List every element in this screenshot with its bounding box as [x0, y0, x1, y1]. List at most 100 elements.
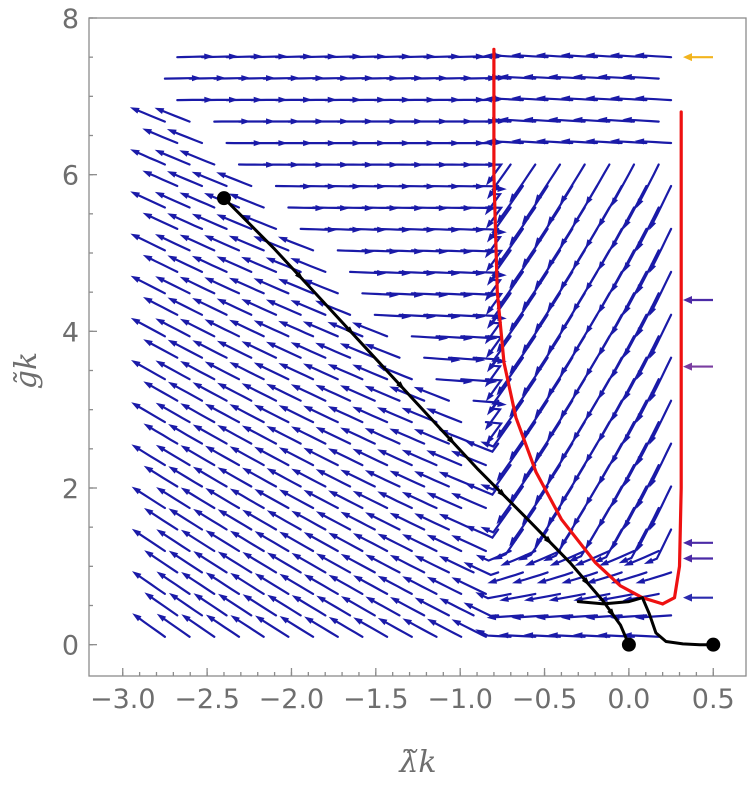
stream-line — [208, 278, 241, 295]
stream-arrowhead — [254, 446, 264, 454]
stream-arrowhead — [413, 429, 424, 436]
stream-line — [184, 447, 216, 467]
stream-arrowhead — [500, 559, 511, 566]
stream-line — [623, 528, 648, 563]
stream-arrowhead — [279, 573, 289, 582]
stream-arrowhead — [131, 360, 141, 368]
stream-line — [638, 249, 660, 290]
stream-arrowhead — [180, 403, 190, 411]
stream-arrowhead — [413, 386, 424, 394]
stream-line — [578, 549, 611, 565]
stream-line — [172, 552, 204, 574]
stream-arrowhead — [585, 453, 593, 464]
stream-line — [650, 227, 673, 269]
stream-arrowhead — [168, 424, 178, 432]
stream-line — [344, 555, 376, 574]
stream-line — [233, 405, 265, 424]
stream-line — [498, 184, 524, 220]
stream-arrowhead — [623, 348, 631, 358]
stream-line — [612, 292, 636, 332]
stream-line — [160, 531, 191, 553]
stream-arrowhead — [353, 617, 363, 625]
stream-line — [282, 237, 315, 252]
x-tick-label: −3.0 — [90, 684, 156, 715]
stream-arrowhead — [534, 280, 543, 290]
stream-line — [381, 408, 413, 424]
stream-line — [498, 227, 524, 263]
stream-line — [511, 163, 537, 199]
stream-arrowhead — [191, 255, 202, 263]
stream-line — [418, 388, 450, 402]
stream-arrowhead — [599, 559, 609, 566]
stream-arrowhead — [144, 550, 154, 558]
separatrix-curves — [492, 47, 683, 606]
stream-line — [423, 356, 456, 361]
stream-line — [418, 556, 450, 574]
stream-line — [612, 335, 636, 375]
stream-line — [498, 399, 524, 435]
stream-line — [511, 378, 537, 414]
stream-line — [625, 356, 648, 397]
trajectory-arrowhead — [294, 271, 304, 281]
stream-arrowhead — [267, 552, 277, 560]
stream-arrowhead — [389, 512, 400, 520]
stream-line — [208, 236, 241, 252]
stream-arrowhead — [426, 576, 437, 584]
stream-arrowhead — [401, 491, 412, 499]
stream-line — [597, 528, 623, 562]
stream-line — [307, 280, 339, 295]
stream-line — [443, 599, 475, 617]
stream-arrowhead — [291, 426, 301, 434]
stream-arrowhead — [179, 192, 190, 199]
stream-line — [418, 599, 450, 617]
stream-arrowhead — [484, 335, 493, 345]
stream-line — [246, 554, 278, 574]
stream-line — [511, 464, 537, 500]
stream-arrowhead — [205, 530, 215, 538]
stream-line — [171, 214, 204, 230]
stream-arrowhead — [585, 196, 593, 206]
stream-line — [172, 425, 204, 445]
stream-arrowhead — [610, 369, 618, 379]
stream-line — [282, 322, 315, 338]
stream-arrowhead — [377, 575, 388, 583]
stream-arrowhead — [549, 559, 560, 566]
stream-arrowhead — [217, 425, 227, 433]
stream-line — [536, 163, 562, 200]
stream-arrowhead — [204, 277, 215, 284]
stream-arrowhead — [610, 326, 618, 336]
stream-arrowhead — [511, 95, 521, 102]
stream-line — [283, 533, 315, 553]
stream-arrowhead — [315, 511, 326, 519]
stream-line — [455, 452, 487, 467]
stream-arrowhead — [131, 402, 141, 410]
stream-arrowhead — [266, 468, 277, 476]
stream-line — [196, 341, 228, 359]
stream-line — [497, 528, 524, 559]
stream-arrowhead — [291, 510, 301, 518]
stream-arrowhead — [636, 542, 644, 552]
stream-line — [221, 511, 253, 531]
stream-line — [492, 571, 524, 583]
stream-arrowhead — [585, 138, 595, 145]
stream-arrowhead — [636, 327, 644, 337]
trajectory-arrowhead — [607, 608, 616, 619]
stream-arrowhead — [598, 304, 606, 314]
stream-line — [209, 447, 241, 467]
stream-arrowhead — [475, 592, 485, 599]
stream-arrowhead — [559, 452, 568, 463]
stream-line — [418, 514, 450, 531]
stream-line — [393, 472, 426, 488]
stream-arrowhead — [279, 616, 290, 624]
stream-arrowhead — [131, 528, 142, 537]
stream-arrowhead — [509, 451, 517, 461]
stream-line — [184, 320, 216, 338]
stream-arrowhead — [365, 554, 375, 562]
stream-line — [136, 615, 166, 638]
stream-line — [196, 172, 228, 188]
stream-line — [159, 193, 191, 209]
stream-line — [345, 597, 376, 617]
stream-line — [356, 408, 389, 424]
stream-line — [221, 300, 253, 316]
stream-line — [418, 472, 450, 488]
